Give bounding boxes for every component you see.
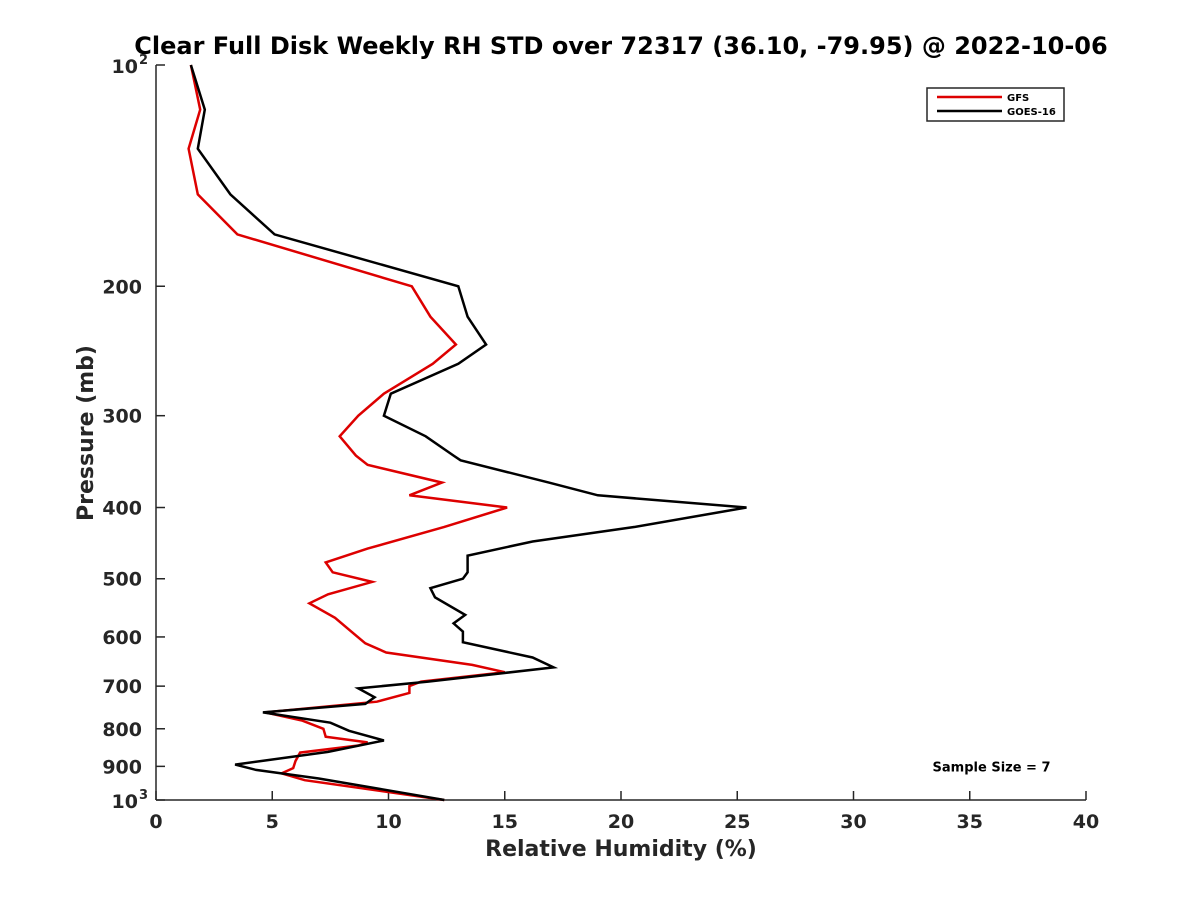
x-tick-label: 30 (840, 811, 866, 833)
x-tick-label: 15 (492, 811, 518, 833)
x-tick-label: 10 (375, 811, 401, 833)
series-lines (187, 64, 747, 802)
x-tick-label: 20 (608, 811, 634, 833)
y-tick-label: 10 (112, 56, 138, 78)
y-tick-label: 900 (102, 756, 142, 778)
legend-box (926, 87, 1065, 122)
y-tick-label: 400 (102, 498, 142, 520)
x-axis-label: Relative Humidity (%) (485, 837, 757, 862)
x-tick-label: 0 (149, 811, 162, 833)
x-tick-label: 35 (957, 811, 983, 833)
x-tick-label: 25 (724, 811, 750, 833)
legend: GFS GOES-16 (926, 87, 1065, 122)
x-tick-label: 40 (1073, 811, 1099, 833)
y-tick-exponent: 2 (139, 53, 148, 68)
y-tick-label: 600 (102, 627, 142, 649)
series-line-gfs (187, 64, 508, 802)
x-ticks: 0 5 10 15 20 25 30 35 40 (149, 791, 1099, 833)
y-tick-exponent: 3 (139, 788, 148, 803)
legend-label-goes16: GOES-16 (1007, 107, 1056, 118)
x-tick-label: 5 (266, 811, 279, 833)
y-tick-label: 300 (102, 406, 142, 428)
series-line-goes16 (189, 64, 747, 802)
y-tick-label: 200 (102, 276, 142, 298)
y-tick-label: 10 (112, 791, 138, 813)
chart-title: Clear Full Disk Weekly RH STD over 72317… (134, 32, 1107, 60)
sample-size-annotation: Sample Size = 7 (933, 760, 1051, 775)
y-tick-label: 800 (102, 719, 142, 741)
y-axis-label: Pressure (mb) (74, 345, 99, 521)
y-tick-label: 500 (102, 569, 142, 591)
y-tick-label: 700 (102, 676, 142, 698)
legend-label-gfs: GFS (1007, 93, 1029, 104)
